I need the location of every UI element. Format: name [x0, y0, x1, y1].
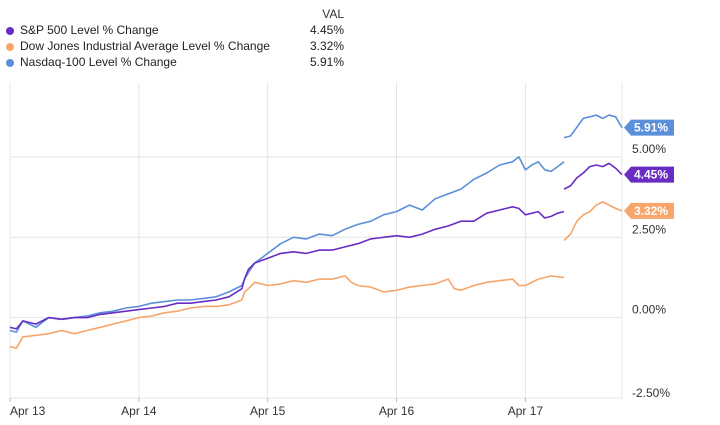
series-line	[563, 201, 623, 242]
end-value-flags: 5.91% 4.45% 3.32%	[624, 119, 674, 219]
series-line	[9, 156, 565, 333]
legend-item-sp500[interactable]: S&P 500 Level % Change 4.45%	[0, 23, 360, 39]
end-value-flag: 3.32%	[624, 202, 674, 219]
series-line	[9, 275, 565, 349]
x-tick-label: Apr 14	[121, 404, 157, 418]
legend-item-dow-jones[interactable]: Dow Jones Industrial Average Level % Cha…	[0, 39, 360, 55]
legend-item-nasdaq-100[interactable]: Nasdaq-100 Level % Change 5.91%	[0, 55, 360, 71]
legend-item-label: S&P 500 Level % Change	[20, 23, 159, 37]
legend-item-label: Dow Jones Industrial Average Level % Cha…	[20, 39, 270, 53]
series-1	[9, 162, 623, 330]
chart-grid	[9, 83, 623, 399]
end-value-flag-shape	[624, 202, 674, 219]
y-tick-label: 2.50%	[632, 222, 666, 236]
legend-item-value: 4.45%	[309, 23, 344, 37]
x-tick-label: Apr 17	[508, 404, 544, 418]
x-axis: Apr 13 Apr 14 Apr 15 Apr 16 Apr 17	[9, 398, 544, 418]
x-tick-label: Apr 16	[379, 404, 415, 418]
end-value-label: 4.45%	[634, 168, 668, 182]
end-value-flag: 5.91%	[624, 119, 674, 136]
y-axis: 5.00% 2.50% 0.00% -2.50%	[632, 142, 670, 400]
y-tick-label: 5.00%	[632, 142, 666, 156]
end-value-flag-shape	[624, 119, 674, 136]
x-tick-label: Apr 15	[250, 404, 286, 418]
series-line	[563, 162, 623, 190]
legend-dot-icon	[6, 43, 14, 51]
legend-value-header: VAL	[322, 7, 344, 21]
y-tick-label: 0.00%	[632, 303, 666, 317]
legend-dot-icon	[6, 59, 14, 67]
legend-dot-icon	[6, 27, 14, 35]
end-value-label: 5.91%	[634, 121, 668, 135]
series-line	[9, 206, 565, 330]
legend-item-value: 5.91%	[309, 55, 344, 69]
series-line	[563, 114, 623, 139]
legend-item-value: 3.32%	[309, 39, 344, 53]
legend-item-label: Nasdaq-100 Level % Change	[20, 55, 177, 69]
chart-series-layer	[9, 114, 623, 349]
series-0	[9, 114, 623, 333]
x-tick-label: Apr 13	[10, 404, 46, 418]
y-tick-label: -2.50%	[632, 386, 670, 400]
series-2	[9, 201, 623, 349]
end-value-flag-shape	[624, 166, 674, 183]
chart-legend: VAL S&P 500 Level % Change 4.45% Dow Jon…	[0, 0, 360, 76]
end-value-label: 3.32%	[634, 204, 668, 218]
end-value-flag: 4.45%	[624, 166, 674, 183]
